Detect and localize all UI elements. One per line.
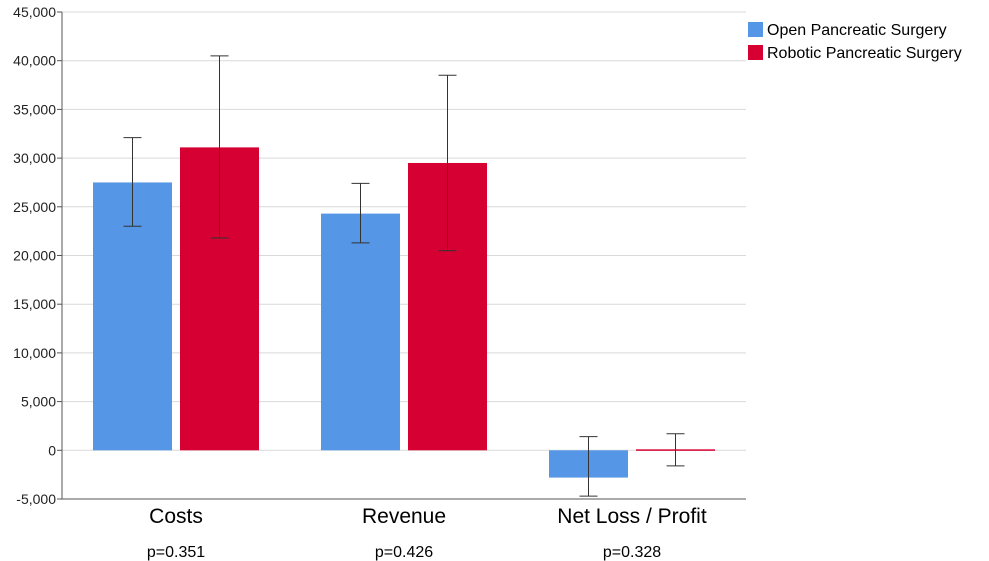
category-label: Revenue [362,505,446,528]
error-bars [123,55,685,497]
gridlines [62,11,746,500]
y-tick-label: 20,000 [13,248,56,264]
y-tick-label: 5,000 [21,394,56,410]
legend-swatch [748,45,763,60]
y-tick-label: 0 [48,442,56,458]
bar-open-0 [93,182,172,451]
category-label: Costs [149,505,203,528]
axes [57,11,746,500]
y-tick-label: 35,000 [13,101,56,117]
p-value-label: p=0.328 [603,544,661,561]
y-tick-label: 15,000 [13,296,56,312]
y-tick-label: 30,000 [13,150,56,166]
legend: Open Pancreatic Surgery Robotic Pancreati… [748,22,962,62]
category-label: Net Loss / Profit [557,505,707,528]
legend-label: Open Pancreatic Surgery [767,22,947,39]
p-value-label: p=0.426 [375,544,433,561]
legend-label: Robotic Pancreatic Surgery [767,45,962,62]
y-tick-label: 10,000 [13,345,56,361]
p-value-label: p=0.351 [147,544,205,561]
y-tick-label: -5,000 [16,491,56,507]
bar-open-1 [321,213,400,451]
y-tick-label: 40,000 [13,53,56,69]
legend-swatch [748,22,763,37]
y-tick-label: 45,000 [13,4,56,20]
bars [93,147,715,478]
labels: -5,000 0 5,000 10,000 15,000 20,000 25,000 30,0… [13,4,707,561]
y-tick-label: 25,000 [13,199,56,215]
